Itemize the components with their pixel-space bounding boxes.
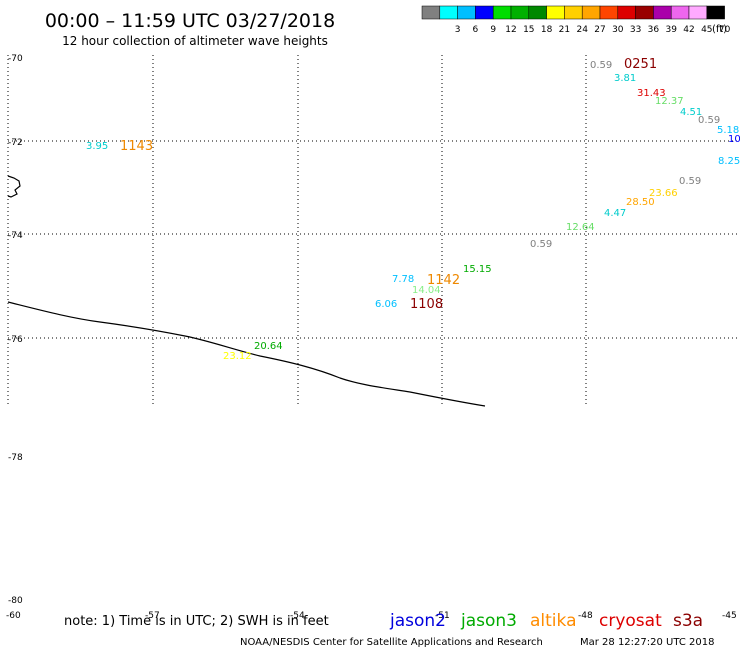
colorbar-tick-label: 21	[559, 25, 570, 35]
satellite-legend: jason2 jason3 altika cryosat s3a	[389, 611, 703, 631]
colorbar-tick-label: 6	[473, 25, 479, 35]
footer-note: note: 1) Time is in UTC; 2) SWH is in fe…	[64, 614, 329, 629]
colorbar-tick-label: 24	[576, 25, 588, 35]
colorbar-tick-label: 9	[490, 25, 496, 35]
satellite-legend-item: s3a	[673, 611, 703, 631]
colorbar-swatch	[688, 5, 708, 20]
colorbar-tick-label: 15	[523, 25, 534, 35]
swh-label: 15.15	[463, 264, 492, 275]
swh-label: 6.06	[375, 299, 397, 310]
colorbar-swatch	[581, 5, 601, 20]
colorbar-tick-label: 18	[541, 25, 553, 35]
colorbar-swatch	[492, 5, 512, 20]
swh-label: 0.59	[590, 60, 612, 71]
swh-label: 5.18	[717, 125, 739, 136]
swh-label: 3.95	[86, 141, 108, 152]
swh-label: 31.43	[637, 88, 666, 99]
swh-label: 3.81	[614, 73, 636, 84]
colorbar-swatch	[546, 5, 565, 20]
swh-label: 0.59	[530, 239, 552, 250]
lat-label: -76	[8, 335, 23, 345]
swh-label: 1143	[120, 139, 153, 154]
colorbar-tick-label: 70	[719, 25, 731, 35]
colorbar-tick-label: 3	[455, 25, 461, 35]
colorbar-swatch	[475, 5, 494, 20]
wave-height-observations: 0.59 02513.8131.4312.374.510.595.18108.25…	[86, 57, 740, 362]
colorbar-swatch	[439, 5, 458, 20]
colorbar-swatch	[635, 5, 654, 20]
satellite-legend-item: jason2	[389, 611, 446, 631]
swh-label: 4.51	[680, 107, 702, 118]
swh-label: 1142	[427, 273, 460, 288]
swh-label: 23.12	[223, 351, 252, 362]
colorbar-swatch	[457, 5, 476, 20]
lon-label: -51	[435, 611, 450, 621]
lon-label: -48	[578, 611, 593, 621]
swh-label: 14.04	[412, 285, 441, 296]
swh-label: 7.78	[392, 274, 414, 285]
colorbar-tick-label: 42	[683, 25, 694, 35]
lat-label: -60	[6, 611, 21, 621]
lat-label: -72	[8, 138, 23, 148]
coastline	[7, 301, 486, 407]
colorbar-swatch	[599, 5, 619, 20]
swh-label: 20.64	[254, 341, 283, 352]
swh-label: 1108	[410, 297, 443, 312]
colorbar-swatch	[653, 5, 672, 20]
lat-label: -78	[8, 453, 23, 463]
swh-label: 0.59	[679, 176, 701, 187]
swh-label: 4.47	[604, 208, 626, 219]
footer-credit: NOAA/NESDIS Center for Satellite Applica…	[240, 637, 543, 648]
colorbar-swatch	[564, 5, 583, 20]
colorbar-tick-label: 36	[648, 25, 660, 35]
swh-label: 10	[728, 134, 740, 145]
satellite-legend-item: altika	[530, 611, 577, 631]
swh-label: 12.64	[566, 222, 595, 233]
swh-label: 23.66	[649, 188, 678, 199]
satellite-legend-item: cryosat	[599, 611, 662, 631]
colorbar-tick-label: 30	[612, 25, 624, 35]
lat-label: -80	[8, 596, 23, 606]
colorbar-unit: (ft)	[712, 24, 727, 35]
longitude-labels: -57 -54 -51 -48 -45	[145, 611, 737, 621]
colorbar-swatch	[421, 5, 441, 20]
latitude-labels: -70 -72 -74 -76 -78 -80 -60	[6, 54, 23, 621]
swh-label: 8.25	[718, 156, 740, 167]
lat-label: -70	[8, 54, 23, 64]
colorbar-tick-label: 12	[505, 25, 516, 35]
colorbar-tick-label: 45	[701, 25, 712, 35]
colorbar-tick-label: 27	[594, 25, 605, 35]
satellite-legend-item: jason3	[460, 611, 517, 631]
lon-label: -54	[290, 611, 305, 621]
page-title: 00:00 – 11:59 UTC 03/27/2018	[45, 10, 335, 32]
colorbar-swatch	[670, 5, 690, 20]
graticule	[7, 55, 740, 405]
colorbar-legend: 3 6 9 12 15 18 21 24 27 30 33 36 39 42 45 70	[421, 5, 731, 35]
page-subtitle: 12 hour collection of altimeter wave hei…	[62, 34, 328, 48]
lon-label: -57	[145, 611, 160, 621]
swh-label: 12.37	[655, 96, 684, 107]
colorbar-tick-label: 39	[665, 25, 677, 35]
colorbar-swatch	[528, 5, 547, 20]
lat-label: -74	[8, 231, 23, 241]
colorbar-swatch	[706, 5, 725, 20]
island-outline	[7, 175, 21, 198]
swh-label: 0251	[624, 57, 657, 72]
swh-label: 0.59	[698, 115, 720, 126]
swh-label: 28.50	[626, 197, 655, 208]
footer-timestamp: Mar 28 12:27:20 UTC 2018	[580, 637, 715, 648]
lon-label: -45	[722, 611, 737, 621]
colorbar-swatch	[510, 5, 530, 20]
colorbar-tick-label: 33	[630, 25, 641, 35]
colorbar-swatch	[617, 5, 636, 20]
